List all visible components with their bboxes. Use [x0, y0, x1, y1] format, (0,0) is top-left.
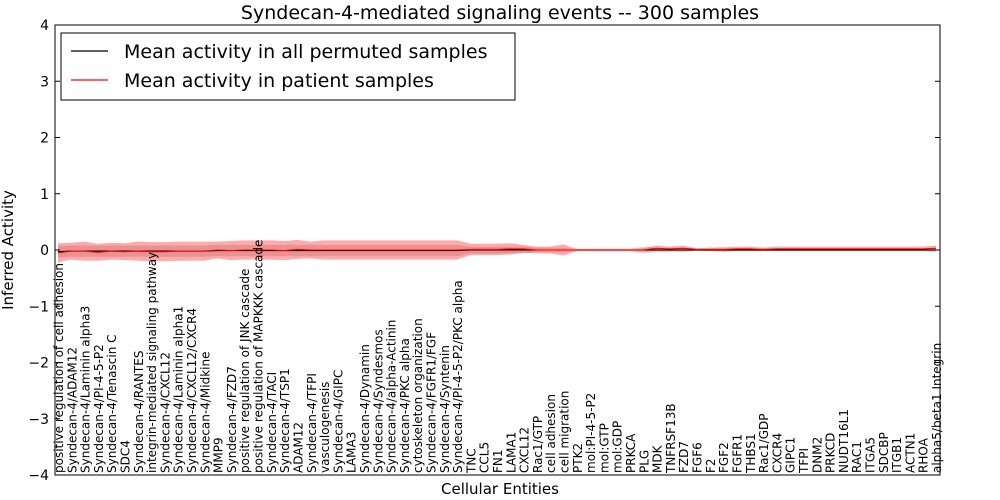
- x-category-label: Syndecan-4/PI-4-5-P2/PKC alpha: [451, 280, 465, 473]
- x-category-label: PRKCD: [824, 433, 838, 473]
- x-category-label: alpha5/beta1 Integrin: [930, 343, 944, 473]
- x-category-label: mol:GTP: [597, 423, 611, 473]
- x-category-label: PRKCA: [624, 433, 638, 473]
- x-category-label: Syndecan-4/Syntenin: [438, 345, 452, 473]
- x-category-label: Syndecan-4/RANTES: [132, 351, 146, 473]
- x-category-label: Syndecan-4/alpha-Actinin: [385, 320, 399, 473]
- y-tick-label: 4: [40, 18, 49, 34]
- x-axis-title: Cellular Entities: [441, 480, 559, 498]
- x-category-label: LAMA1: [504, 432, 518, 473]
- x-category-label: Syndecan-4/FGFR1/FGF: [425, 332, 439, 473]
- x-category-label: Syndecan-4/Laminin alpha3: [79, 306, 93, 473]
- x-category-label: ADAM12: [292, 422, 306, 473]
- x-category-label: positive regulation of MAPKKK cascade: [252, 240, 266, 473]
- x-category-label: FGF2: [717, 442, 731, 473]
- x-category-label: DNM2: [810, 437, 824, 473]
- x-category-label: GIPC1: [784, 437, 798, 473]
- patient-band: [58, 239, 936, 263]
- legend-box: [60, 32, 516, 101]
- x-category-label: Syndecan-4/Dynamin: [358, 344, 372, 473]
- permuted-band: [58, 244, 936, 258]
- y-tick-label: 0: [40, 243, 49, 259]
- x-category-label: mol:PI-4-5-P2: [584, 393, 598, 473]
- y-tick-label: 2: [40, 131, 49, 147]
- x-category-label: Syndecan-4/TSP1: [278, 368, 292, 473]
- x-category-label: Syndecan-4/TACI: [265, 372, 279, 473]
- x-category-label: ACTN1: [903, 433, 917, 473]
- x-category-label: TNFRSF13B: [664, 403, 678, 474]
- x-category-label: Syndecan-4/FZD7: [225, 366, 239, 473]
- x-category-label: Syndecan-4/PKC alpha: [398, 338, 412, 473]
- x-category-label: Syndecan-4/Midkine: [198, 352, 212, 473]
- y-tick-label: −3: [28, 412, 49, 428]
- y-tick-label: 3: [40, 74, 49, 90]
- confidence-bands: [58, 239, 936, 263]
- x-category-label: RAC1: [850, 441, 864, 473]
- x-category-label: Syndecan-4/PI-4-5-P2: [92, 344, 106, 473]
- x-category-label: FGF6: [691, 442, 705, 473]
- x-category-label: THBS1: [744, 433, 758, 474]
- x-axis-labels: positive regulation of cell adhesion Synd…: [52, 240, 944, 474]
- x-category-label: Syndecan-4/Laminin alpha1: [172, 306, 186, 473]
- y-axis: 4 3 2 1 0 −1 −2 −3 −4: [28, 18, 940, 484]
- y-axis-title: Inferred Activity: [0, 190, 17, 310]
- chart-title: Syndecan-4-mediated signaling events -- …: [241, 2, 759, 24]
- x-category-label: Syndecan-4/Tenascin C: [105, 334, 119, 473]
- x-category-label: ITGB1: [890, 437, 904, 473]
- x-category-label: cell adhesion: [544, 394, 558, 473]
- x-category-label: ITGA5: [864, 437, 878, 473]
- x-category-label: MMP9: [212, 437, 226, 473]
- x-category-label: Syndecan-4/ADAM12: [65, 347, 79, 473]
- legend-label-permuted: Mean activity in all permuted samples: [124, 41, 487, 63]
- x-category-label: TFPI: [797, 448, 811, 474]
- x-category-label: Syndecan-4/CXCL12: [158, 352, 172, 473]
- x-category-label: vasculogenesis: [318, 382, 332, 473]
- y-tick-label: −2: [28, 356, 49, 372]
- x-category-label: FN1: [491, 449, 505, 473]
- x-category-label: positive regulation of cell adhesion: [52, 263, 66, 473]
- y-tick-label: 1: [40, 187, 49, 203]
- x-category-label: CXCR4: [770, 433, 784, 473]
- y-tick-label: −1: [28, 299, 49, 315]
- x-category-label: Syndecan-4/Syndesmos: [371, 329, 385, 473]
- x-category-label: LAMA3: [345, 432, 359, 473]
- x-category-label: positive regulation of JNK cascade: [238, 269, 252, 473]
- x-category-label: PTK2: [571, 443, 585, 473]
- series-lines: [57, 247, 937, 254]
- x-category-label: MDK: [651, 444, 665, 473]
- x-category-label: cell migration: [558, 391, 572, 473]
- x-category-label: SDCBP: [877, 432, 891, 473]
- x-category-label: NUDT16L1: [837, 409, 851, 473]
- x-category-label: integrin-mediated signaling pathway: [145, 252, 159, 473]
- x-category-label: PLG: [637, 450, 651, 473]
- x-category-label: F2: [704, 458, 718, 473]
- legend: Mean activity in all permuted samples Me…: [60, 32, 516, 101]
- legend-label-patient: Mean activity in patient samples: [124, 70, 434, 92]
- x-category-label: Rac1/GDP: [757, 414, 771, 473]
- y-tick-label: −4: [28, 468, 49, 484]
- x-category-label: Syndecan-4/GIPC: [331, 370, 345, 473]
- x-category-label: Rac1/GTP: [531, 416, 545, 473]
- x-category-label: CXCL12: [518, 427, 532, 473]
- x-category-label: TNC: [464, 448, 478, 474]
- x-category-label: cytoskeleton organization: [411, 318, 425, 473]
- series-line-patient: [57, 247, 937, 254]
- x-category-label: CCL5: [478, 442, 492, 473]
- x-category-label: Syndecan-4/CXCL12/CXCR4: [185, 308, 199, 473]
- x-category-label: SDC4: [119, 440, 133, 473]
- x-category-label: Syndecan-4/TFPI: [305, 373, 319, 473]
- x-category-label: RHOA: [917, 437, 931, 473]
- x-category-label: FZD7: [677, 441, 691, 473]
- x-category-label: FGFR1: [731, 434, 745, 473]
- x-category-label: mol:GDP: [611, 421, 625, 473]
